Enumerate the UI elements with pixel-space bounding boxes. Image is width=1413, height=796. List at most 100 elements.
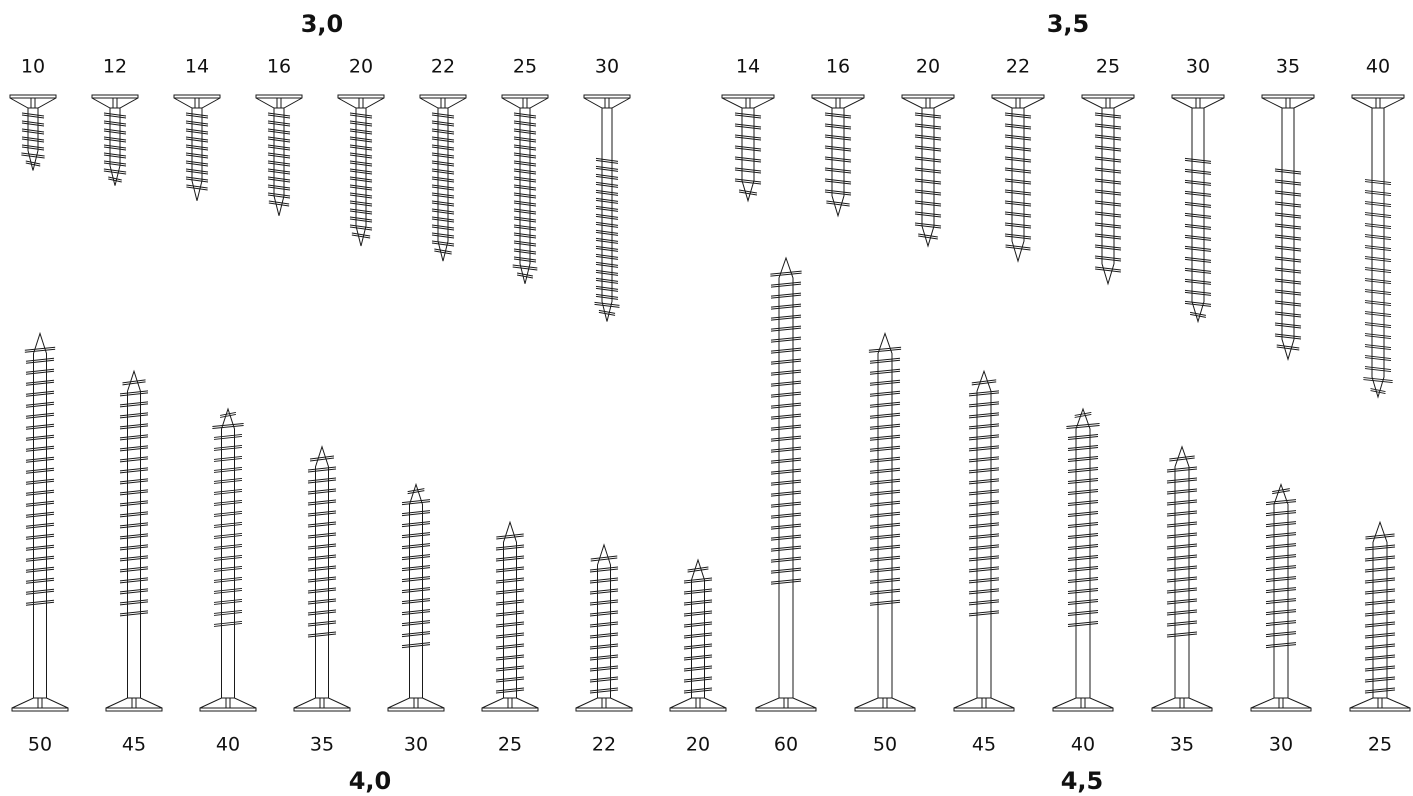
thread xyxy=(119,469,149,474)
thread xyxy=(25,513,55,518)
thread xyxy=(683,579,713,584)
thread xyxy=(495,599,525,604)
thread xyxy=(119,511,149,516)
thread xyxy=(431,178,455,183)
thread xyxy=(918,233,938,238)
thread xyxy=(1364,590,1396,595)
thread xyxy=(770,415,802,420)
thread xyxy=(1004,233,1032,238)
thread xyxy=(434,250,452,255)
thread xyxy=(595,255,619,260)
thread xyxy=(1265,611,1297,616)
thread xyxy=(349,178,373,183)
thread xyxy=(1094,145,1122,150)
thread xyxy=(595,245,619,250)
length-label: 40 xyxy=(1366,56,1390,78)
thread xyxy=(25,500,55,505)
thread xyxy=(513,208,537,213)
thread xyxy=(307,620,337,625)
thread xyxy=(21,154,45,159)
thread xyxy=(119,401,149,406)
thread xyxy=(1004,145,1032,150)
thread xyxy=(349,226,373,231)
thread xyxy=(598,311,616,316)
thread xyxy=(307,532,337,537)
thread xyxy=(119,579,149,584)
thread xyxy=(25,359,55,364)
thread xyxy=(431,122,455,127)
thread xyxy=(25,535,55,540)
thread xyxy=(824,112,852,117)
thread xyxy=(213,554,243,559)
thread xyxy=(1274,313,1302,318)
thread xyxy=(213,576,243,581)
thread xyxy=(914,147,942,152)
thread xyxy=(25,381,55,386)
thread xyxy=(267,114,291,119)
thread xyxy=(1004,189,1032,194)
thread xyxy=(1067,499,1099,504)
thread xyxy=(186,186,208,191)
thread xyxy=(589,634,619,639)
thread xyxy=(307,554,337,559)
thread xyxy=(401,565,431,570)
thread xyxy=(869,568,901,573)
screw xyxy=(953,369,1015,712)
thread xyxy=(1094,189,1122,194)
thread xyxy=(431,240,455,245)
thread xyxy=(968,502,1000,507)
thread xyxy=(119,423,149,428)
thread xyxy=(1004,235,1032,240)
thread xyxy=(1067,466,1099,471)
thread xyxy=(1184,179,1212,184)
thread xyxy=(1364,344,1392,349)
thread xyxy=(770,371,802,376)
thread xyxy=(119,489,149,494)
thread xyxy=(1166,499,1198,504)
thread xyxy=(869,557,901,562)
thread xyxy=(770,558,802,563)
thread xyxy=(1364,355,1392,360)
thread xyxy=(1265,622,1297,627)
length-label: 25 xyxy=(513,56,537,78)
thread xyxy=(1067,554,1099,559)
thread xyxy=(869,513,901,518)
thread xyxy=(1276,344,1300,349)
thread xyxy=(25,588,55,593)
thread xyxy=(595,279,619,284)
screw xyxy=(11,331,69,712)
thread xyxy=(914,189,942,194)
thread xyxy=(589,654,619,659)
thread xyxy=(307,534,337,539)
thread xyxy=(349,200,373,205)
thread xyxy=(869,555,901,560)
thread xyxy=(496,535,524,540)
thread xyxy=(513,192,537,197)
thread xyxy=(1004,200,1032,205)
thread xyxy=(683,643,713,648)
thread xyxy=(826,202,850,207)
thread xyxy=(589,645,619,650)
thread xyxy=(734,114,762,119)
thread xyxy=(1067,609,1099,614)
length-label: 22 xyxy=(431,56,455,78)
thread xyxy=(25,447,55,452)
length-label: 22 xyxy=(1006,56,1030,78)
thread xyxy=(770,347,802,352)
thread xyxy=(213,620,243,625)
thread xyxy=(213,457,243,462)
screw-head xyxy=(575,697,633,712)
thread xyxy=(1067,598,1099,603)
length-label: 22 xyxy=(592,734,616,756)
thread xyxy=(307,587,337,592)
thread xyxy=(968,546,1000,551)
thread xyxy=(1274,179,1302,184)
thread xyxy=(103,170,127,175)
thread xyxy=(119,403,149,408)
thread xyxy=(914,156,942,161)
thread xyxy=(401,501,431,506)
thread xyxy=(349,162,373,167)
thread xyxy=(914,134,942,139)
thread xyxy=(968,568,1000,573)
screw-head xyxy=(1250,697,1312,712)
